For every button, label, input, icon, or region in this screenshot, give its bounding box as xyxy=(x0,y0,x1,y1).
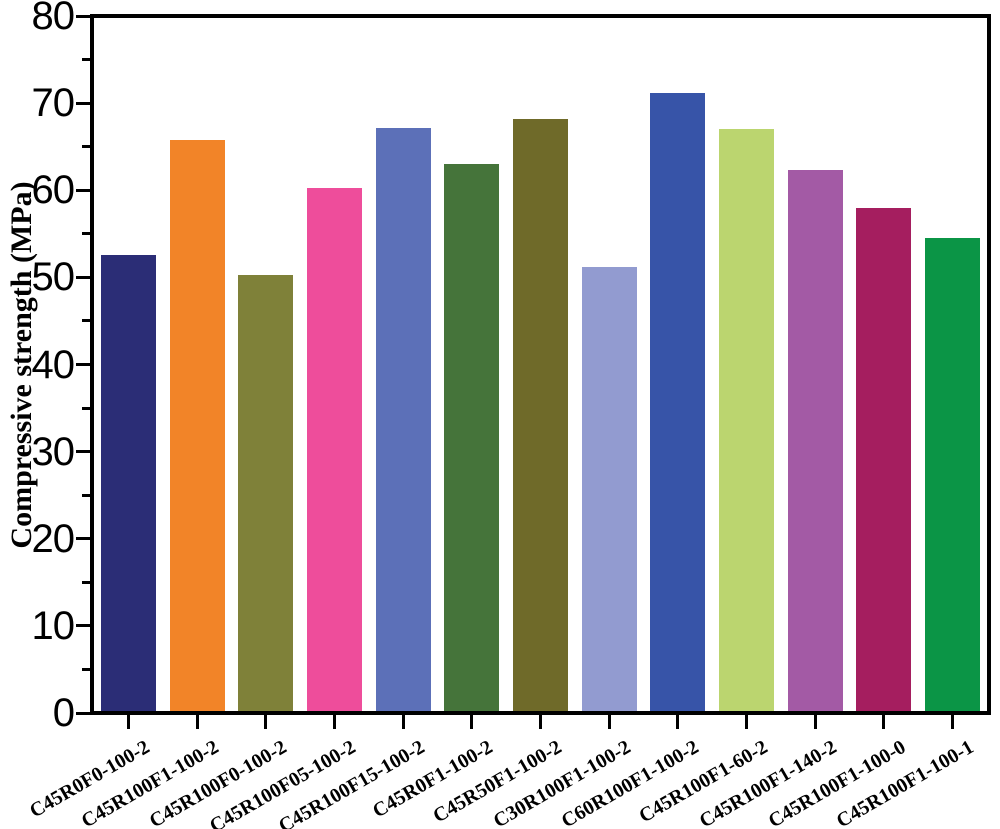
y-minor-tick xyxy=(82,580,90,584)
bar xyxy=(925,238,981,711)
y-tick-label: 10 xyxy=(31,603,76,648)
y-minor-tick xyxy=(82,406,90,410)
x-tick xyxy=(126,715,130,729)
x-tick xyxy=(332,715,336,729)
plot-area xyxy=(90,14,991,715)
y-tick-label: 40 xyxy=(31,342,76,387)
y-major-tick xyxy=(76,624,90,628)
x-tick xyxy=(882,715,886,729)
y-minor-tick xyxy=(82,145,90,149)
y-minor-tick xyxy=(82,319,90,323)
y-tick-label: 50 xyxy=(31,255,76,300)
bar xyxy=(856,207,912,711)
x-tick xyxy=(951,715,955,729)
bar xyxy=(306,187,362,711)
bar xyxy=(787,170,843,711)
x-tick xyxy=(539,715,542,729)
y-major-tick xyxy=(76,450,90,454)
y-tick-label: 70 xyxy=(31,81,76,126)
y-major-tick xyxy=(76,101,90,105)
y-major-tick xyxy=(76,275,90,279)
y-tick-label: 0 xyxy=(52,691,75,735)
bar xyxy=(513,118,568,711)
bar xyxy=(375,128,431,711)
bar xyxy=(100,254,156,711)
y-tick-label: 60 xyxy=(31,168,76,213)
y-tick-label: 30 xyxy=(31,429,76,474)
x-tick xyxy=(401,715,405,729)
y-major-tick xyxy=(76,363,90,366)
y-major-tick xyxy=(76,537,90,541)
y-major-tick xyxy=(76,14,90,18)
x-tick xyxy=(813,715,817,729)
y-minor-tick xyxy=(82,232,90,236)
x-tick xyxy=(676,715,680,729)
x-tick xyxy=(264,715,268,729)
bar xyxy=(169,140,225,711)
bar xyxy=(444,163,500,711)
y-tick-label: 20 xyxy=(31,516,76,561)
y-minor-tick xyxy=(82,58,90,62)
y-major-tick xyxy=(76,188,90,192)
y-tick-label: 80 xyxy=(31,0,76,38)
x-tick xyxy=(607,715,611,729)
bar xyxy=(719,128,775,711)
y-minor-tick xyxy=(82,493,90,497)
x-tick xyxy=(195,715,199,729)
y-major-tick xyxy=(76,711,90,715)
bar xyxy=(650,92,706,711)
bar xyxy=(238,275,294,711)
y-minor-tick xyxy=(82,667,90,671)
bar xyxy=(581,267,637,711)
x-tick xyxy=(745,715,749,729)
x-tick xyxy=(470,715,474,729)
